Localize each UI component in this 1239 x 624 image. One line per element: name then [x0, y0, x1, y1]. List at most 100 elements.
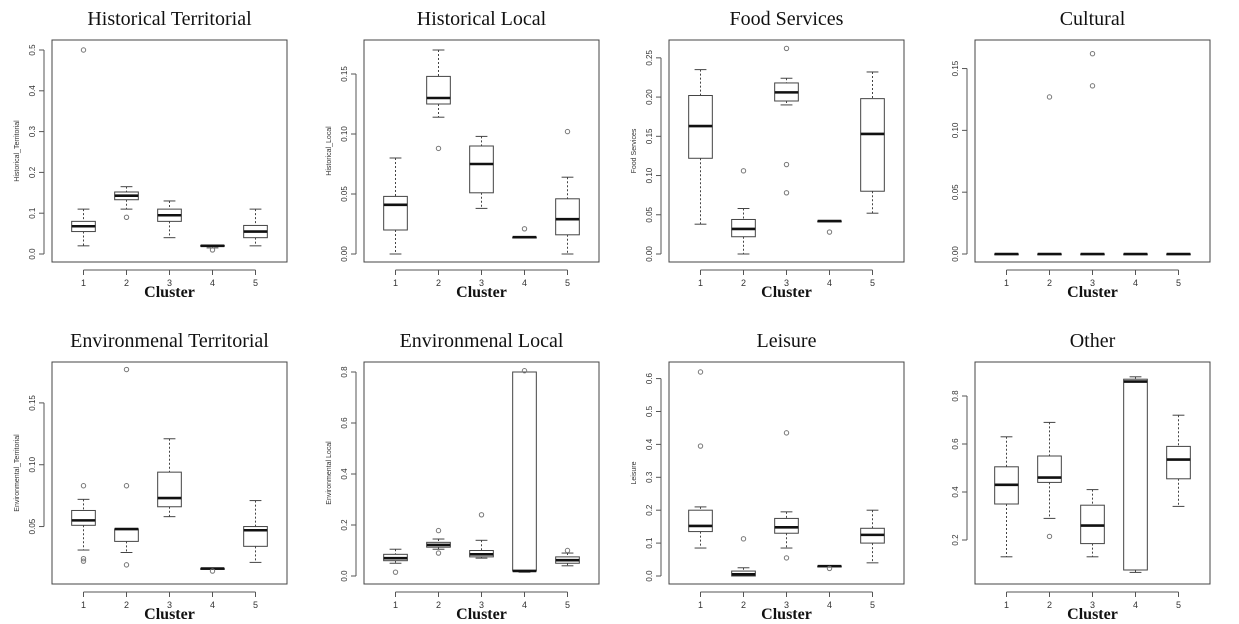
outlier-point	[564, 547, 571, 554]
box-iqr	[688, 509, 713, 533]
x-tick-label: 1	[81, 600, 86, 610]
box-iqr	[555, 198, 580, 236]
outlier-point	[123, 366, 130, 373]
y-tick-label: 0.00	[340, 246, 349, 262]
y-axis-label: Historical_Territorial	[14, 120, 21, 182]
outlier-point	[521, 368, 528, 374]
x-tick-label: 3	[479, 600, 484, 610]
box-iqr	[774, 517, 799, 534]
x-tick-label: 2	[1047, 600, 1052, 610]
y-tick-label: 0.00	[951, 246, 960, 262]
y-tick-label: 0.6	[340, 417, 349, 429]
plot-frame	[363, 361, 600, 585]
y-tick-label: 0.2	[340, 519, 349, 531]
x-tick-label: 1	[393, 600, 398, 610]
outlier-point	[783, 161, 790, 168]
y-tick-label: 0.3	[28, 125, 37, 137]
x-tick-label: 4	[210, 278, 215, 288]
box-iqr	[1166, 445, 1191, 480]
x-tick-label: 4	[1133, 600, 1138, 610]
y-axis-label: Historical_Local	[326, 126, 333, 176]
boxplot-svg: 0.05 0.10 0.15 Environmental_Territorial 1 2 3…	[14, 361, 288, 610]
outlier-point	[80, 483, 87, 489]
y-tick-label: 0.5	[645, 405, 654, 417]
outlier-point	[435, 527, 442, 534]
outlier-point	[783, 45, 790, 52]
x-tick-label: 2	[436, 278, 441, 288]
boxplot-svg: 0.00 0.05 0.10 0.15 1 2 3 4 5	[951, 39, 1211, 288]
x-axis-label: Cluster	[144, 284, 195, 301]
y-tick-label: 0.0	[28, 248, 37, 260]
chart-title: Food Services	[729, 8, 844, 30]
y-axis-label: Food Services	[631, 128, 638, 173]
y-tick-label: 0.8	[340, 366, 349, 378]
x-tick-label: 4	[522, 278, 527, 288]
y-axis-label: Environmental Local	[326, 441, 333, 505]
x-tick-label: 2	[1047, 278, 1052, 288]
x-tick-label: 2	[741, 600, 746, 610]
x-tick-label: 3	[167, 278, 172, 288]
box-iqr	[860, 98, 885, 192]
y-tick-label: 0.2	[645, 504, 654, 516]
y-tick-label: 0.10	[645, 167, 654, 183]
y-tick-label: 0.15	[340, 66, 349, 82]
plot-frame	[51, 361, 288, 585]
x-tick-label: 1	[1004, 600, 1009, 610]
y-tick-label: 0.15	[951, 60, 960, 76]
y-tick-label: 0.05	[340, 186, 349, 202]
outlier-point	[123, 483, 130, 489]
outlier-point	[80, 558, 87, 564]
boxplot-panel: Historical Local Cluster 0.00 0.05 0.10 0.15 H…	[317, 0, 607, 301]
boxplot-panel: Food Services Cluster 0.00 0.05 0.10 0.15 0.20…	[622, 0, 912, 301]
y-tick-label: 0.15	[645, 128, 654, 144]
boxplot-svg: 0.0 0.1 0.2 0.3 0.4 0.5 0.6 Leisure 1 2 3 4 5	[631, 361, 905, 610]
x-tick-label: 1	[1004, 278, 1009, 288]
outlier-point	[435, 550, 442, 556]
plot-frame	[363, 39, 600, 263]
y-tick-label: 0.3	[645, 471, 654, 483]
box-iqr	[1037, 455, 1062, 483]
y-tick-label: 0.1	[645, 537, 654, 549]
outlier-point	[826, 229, 833, 235]
outlier-point	[1089, 51, 1096, 57]
y-tick-label: 0.15	[28, 395, 37, 411]
outlier-point	[209, 247, 216, 253]
y-tick-label: 0.6	[951, 438, 960, 450]
plot-frame	[668, 39, 905, 263]
x-tick-label: 3	[1090, 600, 1095, 610]
box-iqr	[469, 145, 494, 194]
chart-title: Leisure	[756, 330, 817, 352]
y-tick-label: 0.10	[340, 126, 349, 142]
outlier-point	[740, 536, 747, 542]
x-tick-label: 3	[784, 278, 789, 288]
chart-title: Environmenal Territorial	[70, 330, 269, 352]
x-tick-label: 2	[436, 600, 441, 610]
outlier-point	[80, 555, 87, 562]
plot-frame	[668, 361, 905, 585]
box-iqr	[426, 75, 451, 105]
y-tick-label: 0.0	[340, 570, 349, 582]
x-axis-label: Cluster	[456, 284, 507, 301]
y-tick-label: 0.20	[645, 89, 654, 105]
x-tick-label: 5	[1176, 600, 1181, 610]
x-tick-label: 5	[870, 278, 875, 288]
boxplot-panel: Other Cluster 0.2 0.4 0.6 0.8 1 2 3 4 5	[928, 322, 1218, 623]
x-tick-label: 3	[479, 278, 484, 288]
outlier-point	[435, 145, 442, 152]
y-tick-label: 0.25	[645, 50, 654, 66]
x-tick-label: 4	[1133, 278, 1138, 288]
y-tick-label: 0.0	[645, 570, 654, 582]
chart-title: Environmenal Local	[399, 330, 564, 352]
x-tick-label: 4	[522, 600, 527, 610]
outlier-point	[123, 214, 130, 220]
x-tick-label: 3	[167, 600, 172, 610]
y-tick-label: 0.05	[28, 518, 37, 534]
outlier-point	[80, 47, 87, 53]
chart-title: Cultural	[1059, 8, 1126, 30]
outlier-point	[783, 190, 790, 196]
plot-frame	[974, 361, 1211, 585]
plot-frame	[974, 39, 1211, 263]
x-axis-label: Cluster	[761, 284, 812, 301]
outlier-point	[123, 562, 130, 568]
